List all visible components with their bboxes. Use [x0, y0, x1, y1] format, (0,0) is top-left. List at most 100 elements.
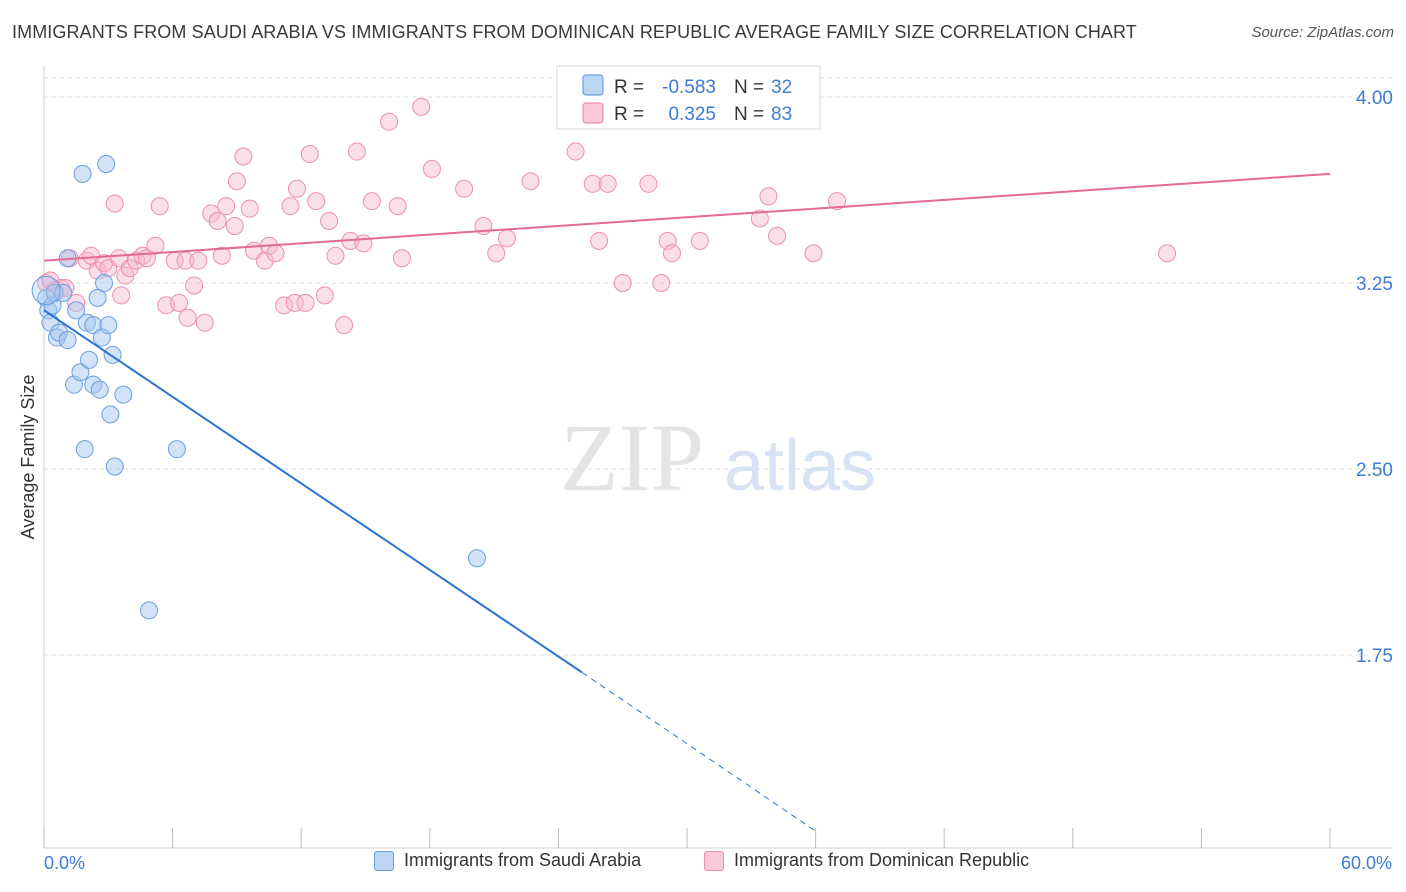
data-point-dominican-republic — [212, 246, 231, 265]
data-point-dominican-republic — [178, 308, 197, 327]
data-point-saudi-arabia — [467, 549, 486, 568]
data-point-saudi-arabia — [167, 440, 186, 459]
watermark-zip: ZIP — [560, 404, 704, 511]
axes — [43, 66, 1392, 849]
data-point-saudi-arabia — [99, 316, 118, 335]
source-label: Source: ZipAtlas.com — [1251, 24, 1394, 41]
data-point-dominican-republic — [176, 251, 195, 270]
data-point-saudi-arabia — [90, 380, 109, 399]
x-tick-label-min: 0.0% — [44, 853, 85, 873]
stats-n-label-pink: N = — [734, 104, 764, 125]
data-point-dominican-republic — [189, 251, 208, 270]
data-point-dominican-republic — [150, 197, 169, 216]
trend-line-saudi-arabia-extension — [581, 671, 816, 832]
data-point-dominican-republic — [255, 251, 274, 270]
data-point-dominican-republic — [320, 212, 339, 230]
stats-n-value-pink: 83 — [771, 104, 792, 125]
data-point-dominican-republic — [105, 194, 124, 213]
data-point-dominican-republic — [354, 234, 373, 253]
data-point-dominican-republic — [287, 179, 306, 198]
data-point-saudi-arabia — [73, 164, 92, 183]
x-tick-label-max: 60.0% — [1341, 853, 1392, 873]
data-point-saudi-arabia — [88, 288, 107, 307]
data-point-dominican-republic — [234, 147, 253, 166]
data-point-dominican-republic — [759, 187, 778, 206]
data-point-dominican-republic — [285, 293, 304, 312]
stats-n-value-blue: 32 — [771, 77, 792, 98]
data-point-dominican-republic — [639, 174, 658, 193]
stats-legend: R = -0.583 N = 32 R = 0.325 N = 83 — [556, 65, 821, 130]
legend-item-dominican-republic[interactable]: Immigrants from Dominican Republic — [704, 850, 1029, 871]
data-point-dominican-republic — [412, 97, 431, 116]
data-point-dominican-republic — [170, 293, 189, 312]
data-point-dominican-republic — [335, 316, 354, 335]
y-tick-labels: 4.00 3.25 2.50 1.75 — [1356, 88, 1393, 667]
data-point-dominican-republic — [266, 244, 285, 263]
data-point-dominican-republic — [227, 172, 246, 191]
stats-n-label-blue: N = — [734, 77, 764, 98]
trend-lines — [43, 172, 1331, 832]
series-dominican-republic-points — [37, 97, 1177, 335]
y-tick-label: 2.50 — [1356, 460, 1393, 481]
data-point-saudi-arabia-cluster — [31, 275, 61, 305]
data-point-dominican-republic — [120, 259, 139, 278]
data-point-dominican-republic — [112, 286, 131, 305]
data-point-dominican-republic — [662, 244, 681, 263]
data-point-dominican-republic — [185, 276, 204, 295]
data-point-dominican-republic — [296, 293, 315, 312]
legend-swatch-pink — [704, 850, 724, 871]
data-point-dominican-republic — [521, 172, 540, 191]
watermark: ZIP atlas — [560, 404, 876, 511]
data-point-dominican-republic — [208, 212, 227, 230]
data-point-dominican-republic — [307, 192, 326, 211]
watermark-atlas: atlas — [724, 426, 876, 506]
data-point-dominican-republic — [225, 216, 244, 235]
series-saudi-arabia-points — [31, 154, 486, 620]
data-point-dominican-republic — [202, 204, 221, 223]
data-point-dominican-republic — [768, 226, 787, 245]
data-point-dominican-republic — [487, 244, 506, 263]
data-point-dominican-republic — [1158, 244, 1177, 263]
data-point-dominican-republic — [804, 244, 823, 263]
data-point-dominican-republic — [422, 159, 441, 178]
data-point-saudi-arabia — [114, 385, 133, 404]
data-point-dominican-republic — [590, 231, 609, 250]
data-point-dominican-republic — [652, 274, 671, 292]
data-point-dominican-republic — [388, 197, 407, 216]
legend-label-saudi-arabia: Immigrants from Saudi Arabia — [404, 850, 642, 870]
data-point-dominican-republic — [281, 197, 300, 216]
data-point-dominican-republic — [392, 249, 411, 268]
y-axis-label: Average Family Size — [18, 375, 38, 540]
data-point-dominican-republic — [566, 142, 585, 161]
data-point-dominican-republic — [315, 286, 334, 305]
data-point-dominican-republic — [497, 229, 516, 248]
stats-r-label-pink: R = — [614, 104, 644, 125]
y-tick-label: 4.00 — [1356, 88, 1393, 109]
legend-label-dominican-republic: Immigrants from Dominican Republic — [734, 850, 1030, 870]
data-point-dominican-republic — [326, 246, 345, 265]
y-tick-label: 3.25 — [1356, 274, 1393, 295]
data-point-saudi-arabia — [105, 457, 124, 476]
stats-r-value-pink: 0.325 — [668, 104, 716, 125]
series-legend: Immigrants from Saudi Arabia Immigrants … — [0, 850, 1406, 880]
data-point-dominican-republic — [455, 179, 474, 198]
data-point-dominican-republic — [347, 142, 366, 161]
stats-r-label-blue: R = — [614, 77, 644, 98]
data-point-saudi-arabia — [80, 350, 99, 369]
x-tick-labels: 0.0% 60.0% — [44, 853, 1392, 873]
trend-line-saudi-arabia — [43, 309, 583, 674]
legend-item-saudi-arabia[interactable]: Immigrants from Saudi Arabia — [374, 850, 641, 871]
data-point-saudi-arabia — [67, 301, 86, 320]
data-point-saudi-arabia — [101, 405, 120, 424]
stats-r-value-blue: -0.583 — [662, 77, 716, 98]
data-point-dominican-republic — [690, 231, 709, 250]
data-point-dominican-republic — [300, 145, 319, 164]
data-point-dominican-republic — [240, 199, 259, 218]
data-point-saudi-arabia — [71, 363, 90, 382]
data-point-dominican-republic — [750, 209, 769, 228]
trend-line-dominican-republic — [43, 172, 1331, 262]
data-point-dominican-republic — [195, 313, 214, 332]
data-point-dominican-republic — [583, 174, 602, 193]
data-point-dominican-republic — [613, 274, 632, 292]
